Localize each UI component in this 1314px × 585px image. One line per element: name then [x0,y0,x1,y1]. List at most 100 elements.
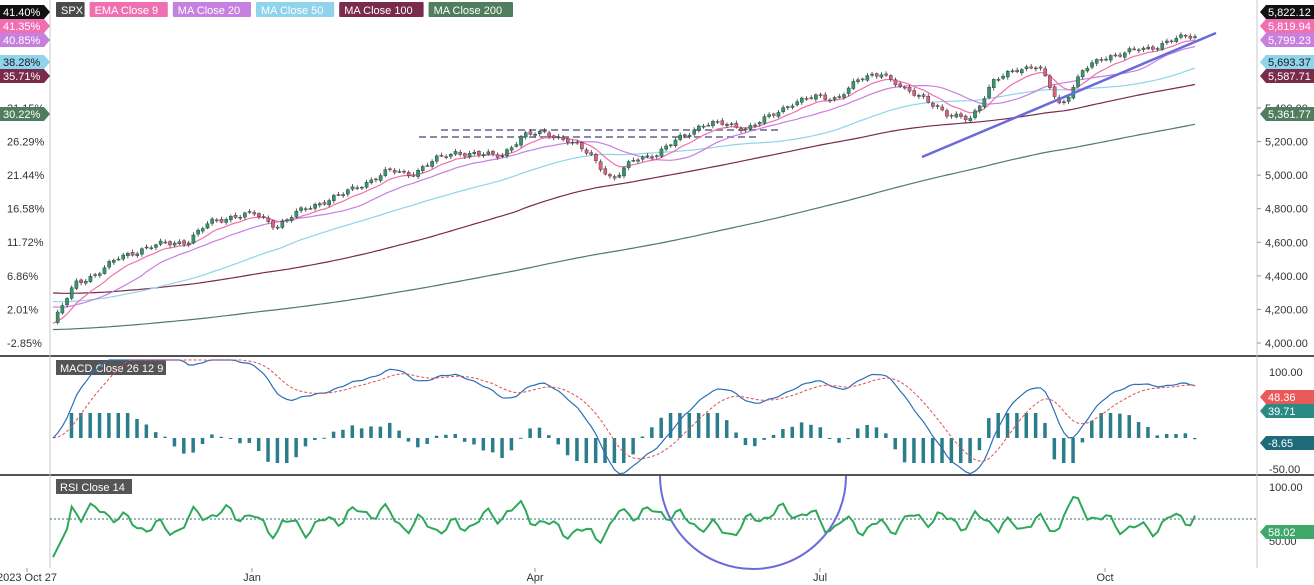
macd-histogram-bar [743,438,748,446]
value-tag-text: 39.71 [1268,406,1296,418]
arc-annotation [659,475,847,570]
candle [594,153,598,161]
macd-histogram-bar [397,430,401,438]
candle [786,106,790,108]
candle [229,216,233,221]
macd-histogram-bar [856,428,860,438]
candle [776,112,781,117]
y-tick-label: 5,000.00 [1265,170,1308,182]
macd-histogram-bar [874,427,879,438]
macd-histogram-bar [1052,438,1057,460]
candle [116,258,121,261]
candle [200,228,205,232]
candle [903,86,907,89]
candle [551,135,556,138]
candle [870,73,874,76]
candle [463,153,467,157]
candle [1043,68,1048,77]
macd-histogram-bar [69,413,74,438]
candle [673,139,678,146]
candle [996,79,1001,81]
macd-histogram-bar [575,438,579,462]
candle [692,129,697,135]
candle [172,242,177,246]
candle [991,79,996,88]
candle [1118,54,1122,57]
legend-item: MA Close 100 [339,2,424,17]
candle [196,229,200,235]
candle [888,75,893,80]
pct-tag: 41.40% [0,5,50,19]
candle [505,149,509,156]
macd-histogram-bar [1071,438,1075,463]
rsi-tag: 58.02 [1260,525,1314,539]
candle [182,240,186,245]
candle [1113,54,1118,57]
legend-label: MA Close 20 [178,5,240,17]
rsi-line [52,495,1196,558]
candle [1155,48,1160,50]
candle [364,181,369,188]
candle [1085,68,1090,72]
macd-histogram-bar [921,438,926,463]
value-tag-bg [1260,55,1314,69]
candle [631,159,636,162]
candle [753,124,757,127]
macd-histogram-bar [556,438,560,445]
candle [1188,35,1193,39]
candle [678,134,682,140]
candle [1005,71,1010,78]
macd-histogram-bar [940,438,944,463]
macd-histogram-bar [1080,438,1085,443]
candle [163,241,168,244]
macd-title: MACD Close 26 12 9 [56,360,166,375]
macd-tag: -8.65 [1260,436,1314,450]
candle [823,94,828,100]
candle [102,267,107,274]
macd-histogram-bar [125,413,130,438]
candle [790,105,795,108]
rsi-title: RSI Close 14 [56,479,132,494]
value-tag-bg [1260,436,1314,450]
candle [168,241,172,246]
macd-histogram-bar [434,435,439,438]
macd-histogram-bar [210,434,214,438]
candle [669,144,673,147]
candle [383,169,388,176]
price-tag: 5,693.37 [1260,55,1314,69]
macd-histogram-bar [659,417,663,438]
candle [495,154,500,158]
candle [402,170,406,173]
macd-histogram-bar [1108,413,1113,438]
candle [757,122,762,125]
candle [327,200,331,206]
macd-histogram-bar [977,438,982,451]
candle [982,98,987,107]
candle [416,170,420,177]
candle [739,128,743,131]
y-tick-label: 4,400.00 [1265,271,1308,283]
candle [650,156,654,158]
macd-histogram-bar [256,438,261,451]
macd-histogram-bar [1118,413,1122,438]
macd-histogram-bar [799,422,804,438]
macd-histogram-bar [528,428,532,438]
candle [88,275,93,282]
macd-histogram-bar [687,413,692,438]
macd-signal-line [52,359,1196,462]
macd-histogram-bar [266,438,270,462]
candle [55,311,60,323]
candle [537,130,542,135]
macd-histogram-bar [153,432,158,438]
macd-histogram-bar [200,438,205,445]
candle [434,155,439,162]
candle [1010,70,1015,73]
candle [98,273,102,276]
y-tick-label: 4,600.00 [1265,237,1308,249]
candle [556,136,561,139]
candle [243,212,247,218]
candle [261,216,266,218]
macd-histogram-bar [425,438,429,444]
ma20-line [52,45,1196,308]
candle [1076,76,1080,87]
